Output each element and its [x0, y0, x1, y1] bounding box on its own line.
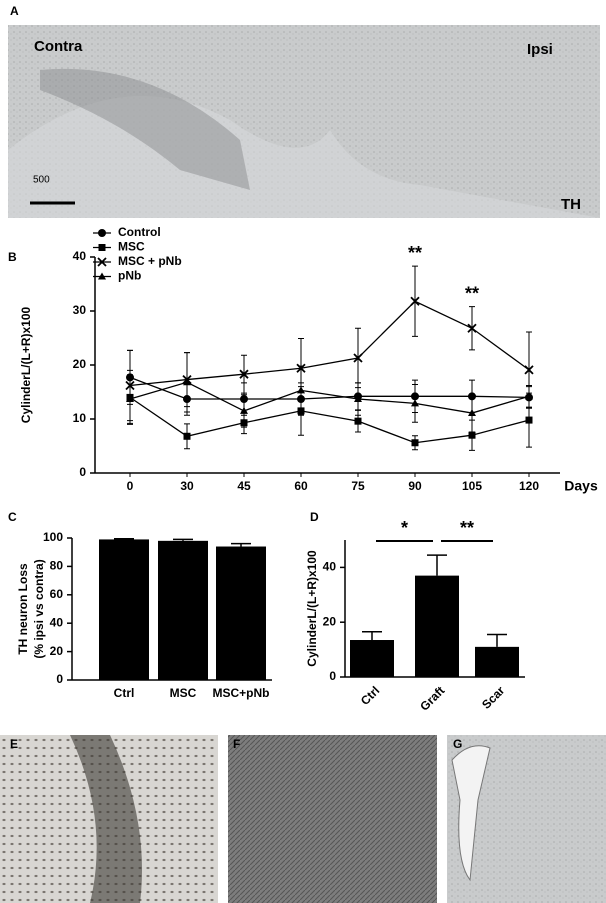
panel-letter: F — [233, 737, 240, 751]
panel-letter: A — [10, 4, 19, 18]
marker — [411, 399, 419, 407]
x-tick-label: 0 — [127, 479, 134, 493]
marker — [239, 369, 249, 379]
y-axis-label: (% ipsi vs contra) — [32, 559, 46, 658]
x-tick-label: MSC+pNb — [213, 686, 270, 700]
x-tick-label: Graft — [417, 683, 447, 713]
x-tick-label: Ctrl — [358, 683, 383, 708]
marker — [410, 296, 420, 306]
x-tick-label: 120 — [519, 479, 539, 493]
y-tick-label: 0 — [79, 465, 86, 479]
marker — [126, 395, 134, 403]
marker — [524, 365, 534, 375]
significance: ** — [465, 283, 479, 303]
error-bar — [487, 633, 507, 647]
bar — [99, 539, 149, 680]
y-tick-label: 20 — [50, 644, 64, 658]
series-line — [129, 396, 530, 444]
panel-letter: B — [8, 250, 17, 264]
legend-label: Control — [118, 225, 161, 239]
y-tick-label: 20 — [323, 614, 337, 628]
y-tick-label: 20 — [73, 357, 87, 371]
error-bar — [362, 631, 382, 641]
y-axis-label: CylinderL/(L+R)x100 — [19, 306, 33, 423]
x-axis-label: Days — [564, 478, 598, 494]
legend-marker — [98, 229, 106, 237]
x-tick-label: MSC — [170, 686, 197, 700]
bar — [475, 646, 519, 677]
y-tick-label: 40 — [73, 249, 87, 263]
significance: ** — [460, 518, 474, 538]
significance: ** — [408, 243, 422, 263]
scale-label: 500 — [33, 175, 50, 186]
marker — [297, 386, 305, 394]
panel-letter: C — [8, 510, 17, 524]
y-tick-label: 40 — [50, 615, 64, 629]
marker — [240, 406, 248, 414]
legend-marker — [97, 257, 107, 267]
y-tick-label: 0 — [329, 669, 336, 683]
significance: * — [401, 518, 408, 538]
x-tick-label: 75 — [351, 479, 365, 493]
error-bar — [114, 537, 134, 540]
bar — [158, 540, 208, 680]
label-contra: Contra — [34, 38, 83, 55]
micrograph-f — [228, 735, 437, 903]
series-line — [129, 376, 530, 400]
legend-label: pNb — [118, 269, 141, 283]
series-line — [129, 381, 530, 414]
x-tick-label: 90 — [408, 479, 422, 493]
stained-tract — [70, 735, 142, 903]
marker — [183, 378, 191, 386]
marker — [468, 431, 476, 439]
legend-label: MSC + pNb — [118, 254, 182, 268]
legend-label: MSC — [118, 240, 145, 254]
panel-letter: G — [453, 737, 462, 751]
x-tick-label: 30 — [180, 479, 194, 493]
marker — [183, 432, 191, 440]
label-ipsi: Ipsi — [527, 41, 553, 58]
bar — [350, 640, 394, 677]
label-stain: TH — [561, 196, 581, 213]
y-axis-label: CylinderL/(L+R)x100 — [305, 550, 319, 667]
panel-letter: E — [10, 737, 18, 751]
y-tick-label: 40 — [323, 560, 337, 574]
stained-region — [40, 68, 250, 190]
y-tick-label: 30 — [73, 303, 87, 317]
marker — [353, 353, 363, 363]
x-tick-label: 60 — [294, 479, 308, 493]
x-tick-label: 45 — [237, 479, 251, 493]
y-tick-label: 100 — [43, 530, 63, 544]
y-axis-label: TH neuron Loss — [16, 563, 30, 655]
marker — [468, 409, 476, 417]
error-bar — [173, 538, 193, 541]
error-bar — [427, 554, 447, 576]
graft-cavity — [451, 745, 491, 882]
bar — [216, 546, 266, 680]
x-tick-label: Scar — [479, 683, 508, 712]
marker — [525, 392, 533, 400]
error-bar — [231, 542, 251, 547]
series-line — [129, 300, 530, 387]
panel-letter: D — [310, 510, 319, 524]
marker — [525, 416, 533, 424]
legend-marker — [98, 244, 106, 251]
marker — [354, 417, 362, 425]
marker — [467, 323, 477, 333]
marker — [411, 439, 419, 447]
y-tick-label: 60 — [50, 587, 64, 601]
y-tick-label: 80 — [50, 559, 64, 573]
x-tick-label: Ctrl — [114, 686, 135, 700]
y-tick-label: 0 — [56, 672, 63, 686]
y-tick-label: 10 — [73, 411, 87, 425]
bar — [415, 575, 459, 677]
legend-marker — [98, 272, 106, 280]
x-tick-label: 105 — [462, 479, 482, 493]
marker — [354, 395, 362, 403]
